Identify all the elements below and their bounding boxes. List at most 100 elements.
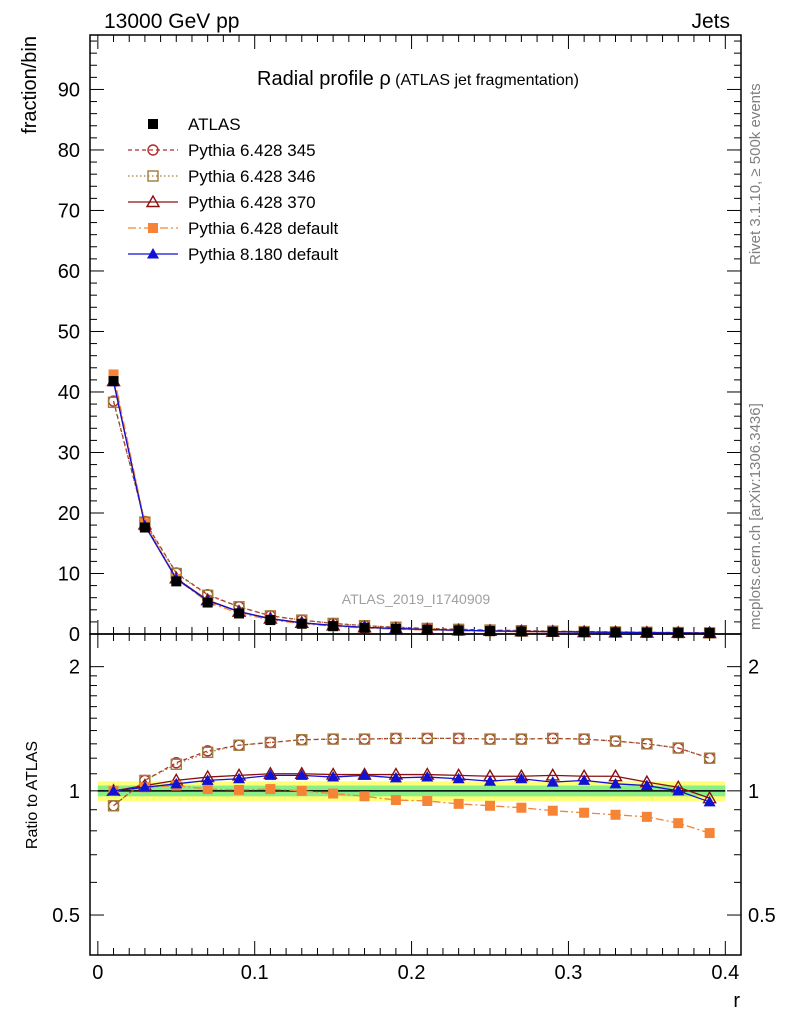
ratio-line-p8def: [113, 774, 710, 803]
ratio-point-p6def: [390, 795, 401, 806]
data-point-p6def: [108, 369, 119, 380]
ratio-point-p346: [609, 735, 622, 747]
ratio-point-p6def: [202, 784, 213, 795]
energy-label: 13000 GeV pp: [104, 10, 239, 33]
ratio-line-p6def: [113, 784, 710, 834]
ratio-point-p8def: [138, 781, 151, 792]
data-point-data: [579, 627, 590, 638]
ratio-point-p8def: [295, 769, 308, 780]
ratio-point-p346: [578, 733, 590, 745]
main-y-tick-label: 40: [58, 382, 80, 404]
x-tick-label: 0.4: [711, 962, 739, 984]
data-point-data: [234, 608, 245, 619]
ratio-point-p346: [452, 732, 465, 745]
ratio-point-p6def: [265, 784, 276, 795]
ratio-y-axis-label: Ratio to ATLAS: [24, 741, 41, 849]
ratio-point-p6def: [547, 805, 558, 816]
rivet-version-label: Rivet 3.1.10, ≥ 500k events: [747, 83, 764, 265]
data-point-data: [359, 622, 370, 633]
chart-title-main: Radial profile: [257, 68, 379, 90]
ratio-point-p6def: [579, 807, 590, 818]
analysis-tag: ATLAS_2019_I1740909: [342, 591, 491, 607]
legend-label-p8def: Pythia 8.180 default: [188, 245, 339, 264]
ratio-point-p8def: [233, 772, 246, 784]
series-line-p8def: [112, 381, 710, 634]
ratio-point-p6def: [234, 784, 245, 795]
ratio-point-p8def: [107, 784, 120, 796]
ratio-y-tick-label-right: 1: [748, 781, 759, 803]
ratio-point-p6def: [328, 788, 339, 799]
data-point-data: [390, 623, 401, 634]
ratio-point-p8def: [609, 777, 622, 789]
chart-title: Radial profile ρ (ATLAS jet fragmentatio…: [257, 68, 579, 90]
x-tick-label: 0.2: [398, 962, 426, 984]
ratio-point-p6def: [296, 785, 307, 796]
ratio-point-p8def: [672, 784, 685, 796]
main-y-tick-label: 30: [58, 442, 80, 464]
main-y-tick-label: 70: [58, 200, 80, 222]
ratio-point-p8def: [264, 769, 277, 780]
ratio-point-p346: [170, 758, 182, 770]
ratio-point-p346: [641, 738, 653, 750]
main-y-tick-label: 80: [58, 140, 80, 162]
ratio-point-p346: [296, 734, 308, 746]
chart-title-sub: (ATLAS jet fragmentation): [391, 72, 579, 89]
legend-marker-p6def: [148, 223, 158, 233]
ratio-point-p6def: [610, 809, 621, 820]
x-tick-label: 0.1: [241, 962, 269, 984]
ratio-point-p8def: [703, 795, 716, 807]
data-point-data: [641, 627, 652, 638]
ratio-point-p346: [107, 800, 120, 812]
ratio-point-p346: [421, 732, 433, 745]
legend-label-p370: Pythia 6.428 370: [188, 193, 316, 212]
ratio-point-p346: [358, 733, 371, 745]
legend-marker-data: [148, 119, 158, 129]
ratio-point-p6def: [453, 798, 464, 809]
series-line-p345: [112, 400, 710, 634]
ratio-point-p8def: [201, 774, 214, 785]
ratio-line-p370: [113, 773, 710, 799]
data-point-data: [422, 624, 433, 635]
mcplots-reference-label: mcplots.cern.ch [arXiv:1306.3436]: [747, 403, 764, 630]
ratio-point-p8def: [452, 772, 465, 784]
legend-label-p346: Pythia 6.428 346: [188, 167, 316, 186]
ratio-point-p346: [264, 736, 277, 749]
ratio-point-p6def: [485, 800, 496, 811]
ratio-point-p8def: [640, 779, 653, 791]
ratio-plot-panel: 0.5 0.5 1 1 2 2 0 0.1 0.2 0.3 0.4: [52, 633, 776, 984]
legend-label-p6def: Pythia 6.428 default: [188, 219, 339, 238]
ratio-point-p6def: [704, 828, 715, 839]
data-point-data: [673, 627, 684, 638]
legend-marker-p8def: [147, 248, 159, 259]
legend-marker-p346: [147, 170, 159, 182]
data-point-data: [296, 618, 307, 629]
main-y-tick-label: 50: [58, 321, 80, 343]
ratio-point-p346: [547, 732, 559, 745]
ratio-point-p6def: [422, 795, 433, 806]
chart-title-symbol: ρ: [379, 68, 390, 90]
ratio-point-p6def: [673, 818, 684, 829]
ratio-point-p8def: [515, 772, 528, 784]
main-y-tick-label: 90: [58, 79, 80, 101]
data-point-data: [328, 621, 339, 632]
ratio-point-p6def: [359, 791, 370, 802]
ratio-point-p8def: [578, 774, 591, 785]
main-y-tick-label: 0: [69, 624, 80, 646]
ratio-point-p6def: [641, 811, 652, 822]
ratio-point-p8def: [389, 771, 402, 783]
ratio-point-p346: [201, 746, 214, 759]
legend-label-p345: Pythia 6.428 345: [188, 141, 316, 160]
ratio-point-p8def: [327, 771, 340, 782]
ratio-point-p8def: [546, 776, 559, 787]
ratio-point-p6def: [516, 802, 527, 813]
ratio-y-tick-label: 1: [69, 781, 80, 803]
ratio-point-p346: [484, 733, 496, 745]
ratio-point-p346: [703, 752, 716, 764]
data-point-data: [139, 522, 150, 533]
data-point-data: [171, 576, 182, 587]
ratio-point-p346: [515, 733, 528, 745]
ratio-point-p345: [703, 752, 716, 764]
ratio-point-p346: [390, 732, 402, 745]
ratio-point-p8def: [170, 777, 183, 789]
